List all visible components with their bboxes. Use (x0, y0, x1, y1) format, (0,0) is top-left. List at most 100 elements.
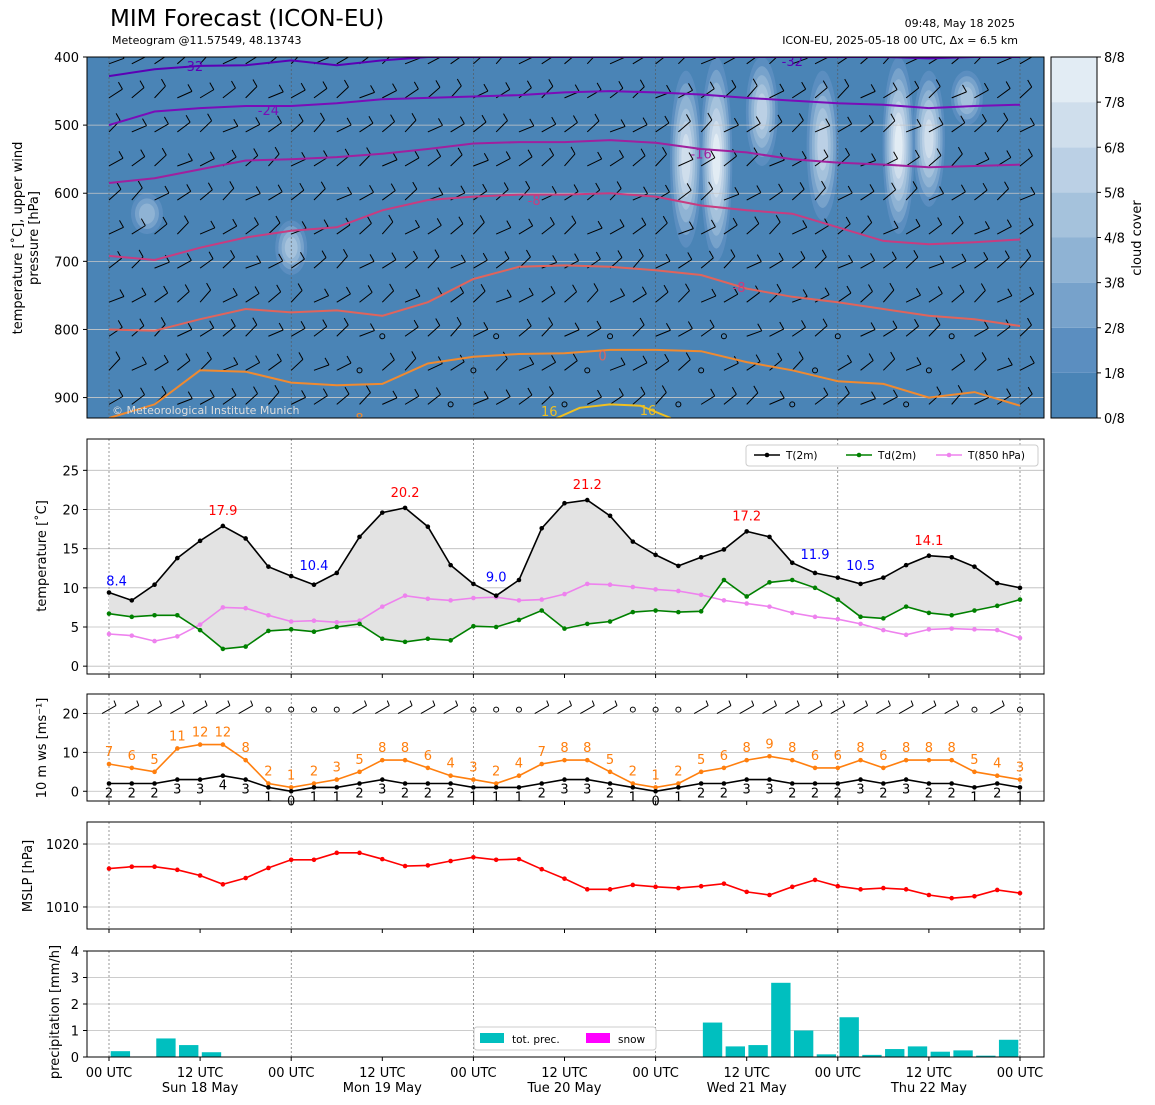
data-point (448, 781, 453, 786)
wind-barb (905, 256, 919, 269)
wind-value-label: 5 (697, 753, 705, 768)
isotherm-line (108, 348, 1021, 418)
wind-barb-flag (300, 251, 305, 260)
wind-barb-flag (483, 152, 489, 161)
wind-barb-flag (142, 118, 147, 126)
wind-barb (290, 120, 304, 133)
data-point (220, 742, 226, 747)
data-point (607, 582, 613, 587)
wind-barb-flag (982, 45, 986, 52)
wind-barb-flag (847, 48, 851, 55)
wind-barb (655, 392, 667, 405)
wind-barb (723, 124, 739, 133)
wind-barb (177, 190, 192, 201)
wind-barb-flag (411, 351, 417, 359)
wind-barb (974, 396, 990, 405)
wind-barb-flag (733, 117, 739, 126)
wind-barb-flag (938, 48, 942, 55)
wind-barb-flag (187, 84, 193, 92)
wind-barb-flag (1007, 357, 1013, 366)
wind-barb-flag (914, 149, 920, 158)
wind-barb (905, 294, 921, 303)
wind-barb (700, 88, 715, 99)
wind-barb-flag (730, 249, 736, 257)
wind-barb-flag (1001, 700, 1005, 706)
wind-barb (382, 397, 398, 405)
data-point (402, 781, 408, 786)
wind-barb-flag (231, 149, 237, 158)
wind-barb-flag (298, 45, 302, 52)
wind-barb (905, 325, 919, 337)
data-point (266, 781, 271, 786)
wind-barb-flag (366, 216, 372, 224)
wind-barb-flag (412, 181, 418, 190)
wind-barb (921, 705, 937, 714)
wind-barb-flag (254, 286, 260, 294)
wind-barb (199, 120, 212, 133)
wind-barb (746, 261, 762, 269)
wind-barb-flag (115, 351, 121, 359)
precip-bar (930, 1051, 950, 1057)
data-point (197, 777, 203, 782)
wind-barb (290, 359, 304, 371)
wind-barb (700, 57, 717, 65)
extreme-value-label: 20.2 (391, 486, 420, 501)
wind-barb (382, 90, 397, 99)
wind-barb (101, 705, 117, 714)
wind-value-label: 6 (879, 749, 887, 764)
wind-barb-flag (779, 321, 785, 330)
wind-barb-flag (643, 186, 648, 195)
wind-barb (176, 291, 190, 303)
calm-wind-circle (447, 401, 454, 408)
wind-barb (541, 154, 554, 167)
wind-barb (746, 330, 762, 337)
wind-barb (974, 57, 982, 65)
wind-barb-flag (276, 284, 282, 293)
wind-barb-flag (595, 251, 601, 260)
wind-barb-flag (616, 181, 622, 189)
data-point (584, 777, 590, 782)
calm-wind-circle (356, 367, 363, 374)
precip-bar (702, 1022, 723, 1057)
wind-barb (199, 189, 213, 201)
data-point (926, 892, 932, 898)
wind-barb-flag (367, 285, 373, 293)
wind-barb-flag (297, 283, 303, 291)
wind-barb-flag (801, 150, 807, 159)
precip-tick-label: 0 (71, 1051, 79, 1066)
data-point (402, 863, 408, 869)
wind-barb (473, 397, 489, 405)
wind-barb (313, 188, 326, 201)
wind-barb-flag (871, 153, 877, 161)
wind-barb-flag (959, 284, 965, 293)
wind-value-label: 8 (788, 741, 796, 756)
precip-bar (907, 1046, 928, 1057)
wind-barb (723, 224, 738, 235)
data-point (584, 757, 590, 763)
location-subtitle: Meteogram @11.57549, 48.13743 (112, 34, 302, 47)
data-point (881, 627, 886, 633)
wind-value-label: 8 (401, 741, 409, 756)
wind-barb-flag (551, 116, 557, 125)
wind-barb (587, 158, 602, 167)
wind-barb (245, 262, 261, 269)
wind-barb (108, 296, 125, 303)
precip-bar (885, 1049, 905, 1057)
wind-barb (427, 394, 441, 405)
wind-barb (473, 121, 487, 133)
data-point (881, 765, 886, 771)
wind-barb-flag (409, 700, 413, 706)
wind-barb (268, 360, 282, 371)
data-point (607, 769, 613, 775)
data-point (516, 577, 522, 583)
wind-barb (450, 323, 462, 337)
day-label: Thu 22 May (890, 1081, 967, 1096)
wind-barb (974, 189, 988, 201)
wind-barb (313, 119, 325, 133)
data-point (630, 609, 636, 615)
data-point (767, 777, 772, 782)
wind-barb (853, 705, 868, 714)
data-point (767, 753, 772, 759)
data-point (584, 497, 590, 503)
wind-barb (974, 258, 988, 269)
